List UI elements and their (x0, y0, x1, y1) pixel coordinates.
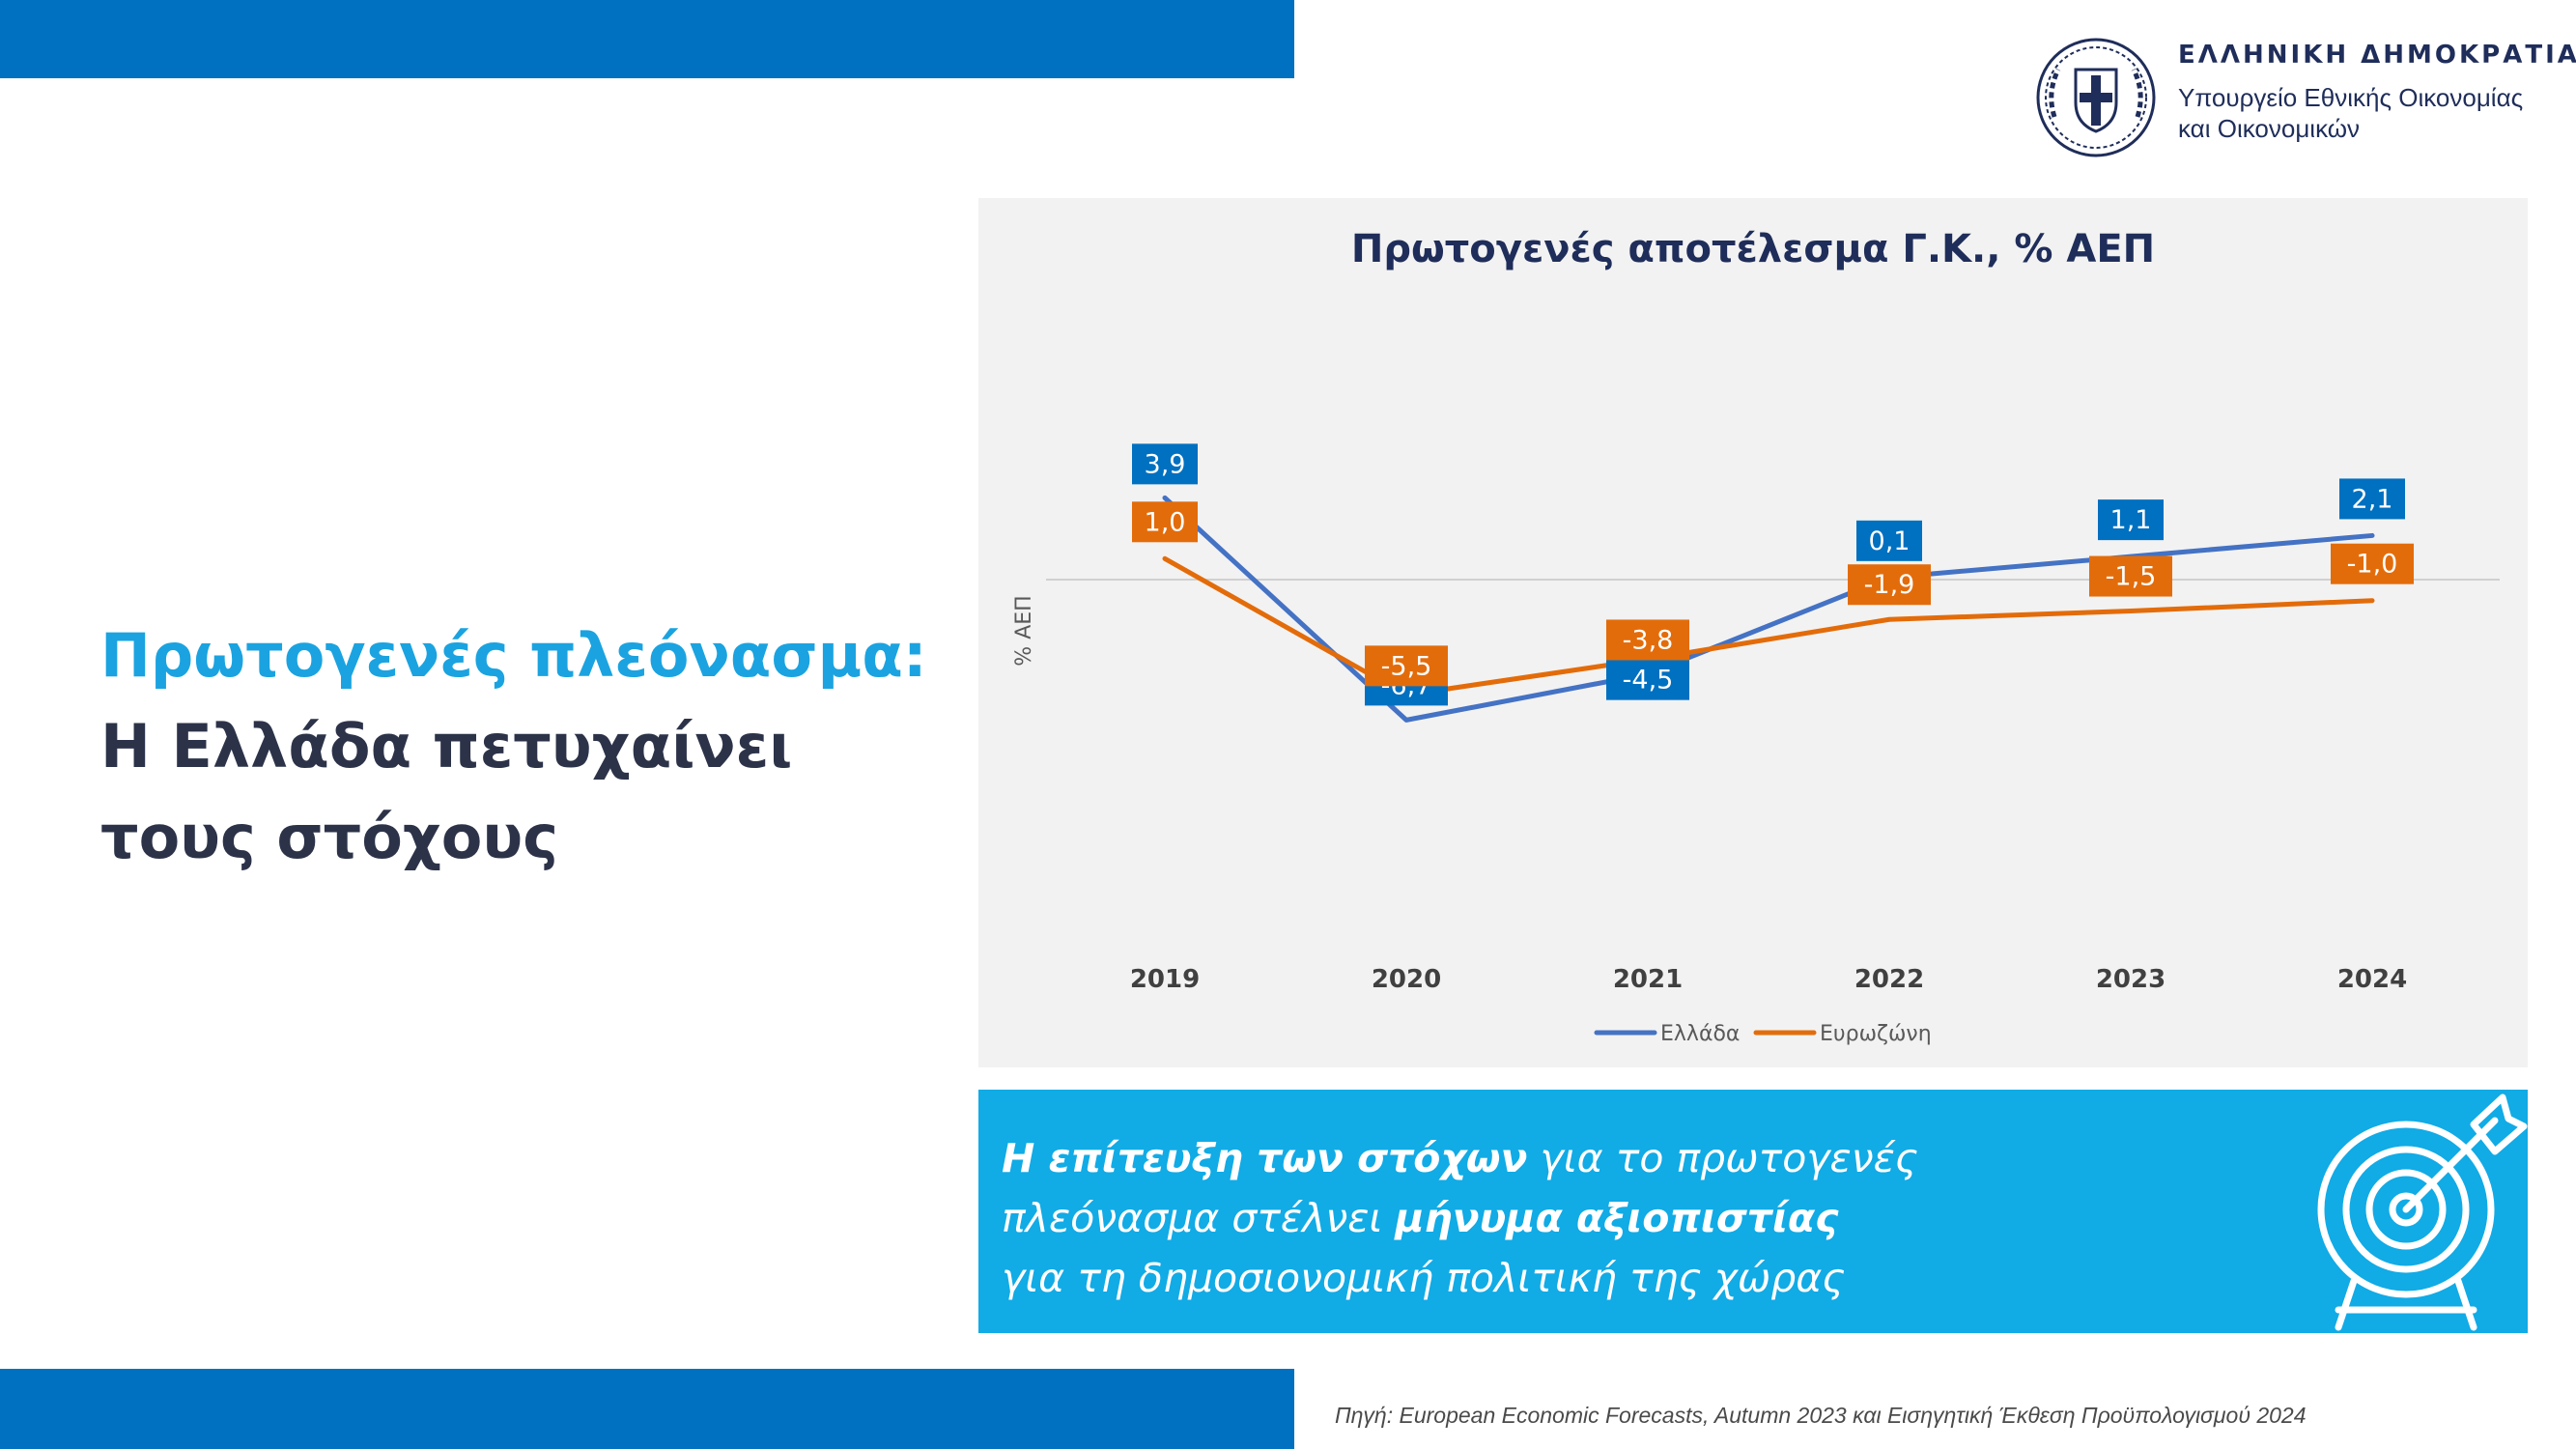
data-label-box-eurozone-2023 (2089, 555, 2172, 597)
data-label-eurozone-2020: -5,5 (1381, 651, 1432, 681)
headline-line-2: Η Ελλάδα πετυχαίνει (100, 711, 793, 781)
data-label-box-greece-2023 (2098, 499, 2164, 541)
data-label-box-eurozone-2022 (1848, 564, 1931, 606)
chart-title: Πρωτογενές αποτέλεσμα Γ.Κ., % ΑΕΠ (1351, 227, 2155, 271)
data-label-box-greece-2022 (1856, 520, 1922, 561)
data-label-greece-2024: 2,1 (2352, 484, 2393, 514)
data-label-greece-2019: 3,9 (1145, 449, 1186, 479)
legend-label-greece: Ελλάδα (1660, 1022, 1740, 1046)
callout-emphasis-2: μήνυμα αξιοπιστίας (1395, 1195, 1839, 1241)
data-label-box-eurozone-2021 (1606, 619, 1689, 661)
x-tick-label-2022: 2022 (1854, 965, 1924, 994)
data-label-box-greece-2019 (1132, 443, 1198, 485)
callout-line-2: πλεόνασμα στέλνει μήνυμα αξιοπιστίας (1002, 1188, 1918, 1248)
data-label-greece-2022: 0,1 (1869, 526, 1911, 556)
callout-text-2: πλεόνασμα στέλνει (1002, 1195, 1396, 1241)
callout-emphasis-1: Η επίτευξη των στόχων (1002, 1135, 1528, 1181)
callout-text-1: για το πρωτογενές (1527, 1135, 1918, 1181)
callout-text: Η επίτευξη των στόχων για το πρωτογενές … (1002, 1128, 1918, 1308)
target-arrow-icon (2317, 1094, 2528, 1331)
data-label-box-eurozone-2020 (1365, 645, 1448, 687)
data-label-box-greece-2024 (2339, 478, 2405, 520)
data-label-box-eurozone-2024 (2331, 543, 2414, 584)
data-label-eurozone-2024: -1,0 (2347, 550, 2398, 580)
line-chart: Πρωτογενές αποτέλεσμα Γ.Κ., % ΑΕΠ % ΑΕΠ … (1012, 227, 2500, 1046)
bottom-accent-bar (0, 1369, 1294, 1449)
callout-line-3: για τη δημοσιονομική πολιτική της χώρας (1002, 1255, 1846, 1301)
data-label-box-eurozone-2019 (1132, 501, 1198, 543)
data-label-eurozone-2019: 1,0 (1145, 507, 1186, 537)
slide-headline: Πρωτογενές πλεόνασμα: Η Ελλάδα πετυχαίνε… (100, 611, 927, 883)
legend-label-eurozone: Ευρωζώνη (1820, 1022, 1932, 1046)
data-label-eurozone-2022: -1,9 (1864, 570, 1915, 600)
x-tick-label-2023: 2023 (2096, 965, 2166, 994)
chart-panel: Πρωτογενές αποτέλεσμα Γ.Κ., % ΑΕΠ % ΑΕΠ … (978, 198, 2528, 1067)
data-label-box-greece-2021 (1606, 659, 1689, 700)
ministry-logo: ΕΛΛΗΝΙΚΗ ΔΗΜΟΚΡΑΤΙΑ Υπουργείο Εθνικής Οι… (2024, 27, 2576, 162)
headline-line-3: τους στόχους (100, 802, 559, 872)
top-accent-bar (0, 0, 1294, 78)
country-name: ΕΛΛΗΝΙΚΗ ΔΗΜΟΚΡΑΤΙΑ (2178, 41, 2576, 70)
y-axis-label: % ΑΕΠ (1012, 595, 1036, 666)
x-tick-label-2021: 2021 (1613, 965, 1683, 994)
data-label-eurozone-2023: -1,5 (2106, 562, 2157, 592)
x-tick-label-2020: 2020 (1372, 965, 1441, 994)
data-label-eurozone-2021: -3,8 (1623, 625, 1674, 655)
data-label-greece-2023: 1,1 (2110, 505, 2152, 535)
callout-line-1: Η επίτευξη των στόχων για το πρωτογενές (1002, 1128, 1918, 1188)
x-tick-label-2024: 2024 (2337, 965, 2407, 994)
callout-box: Η επίτευξη των στόχων για το πρωτογενές … (978, 1090, 2528, 1333)
ministry-name-line2: και Οικονομικών (2178, 114, 2361, 143)
x-tick-label-2019: 2019 (1130, 965, 1200, 994)
source-note: Πηγή: European Economic Forecasts, Autum… (1335, 1403, 2307, 1428)
data-label-greece-2021: -4,5 (1623, 666, 1674, 696)
greek-emblem-icon (2036, 38, 2156, 157)
ministry-name-line1: Υπουργείο Εθνικής Οικονομίας (2178, 83, 2524, 112)
headline-line-1: Πρωτογενές πλεόνασμα: (100, 620, 927, 691)
